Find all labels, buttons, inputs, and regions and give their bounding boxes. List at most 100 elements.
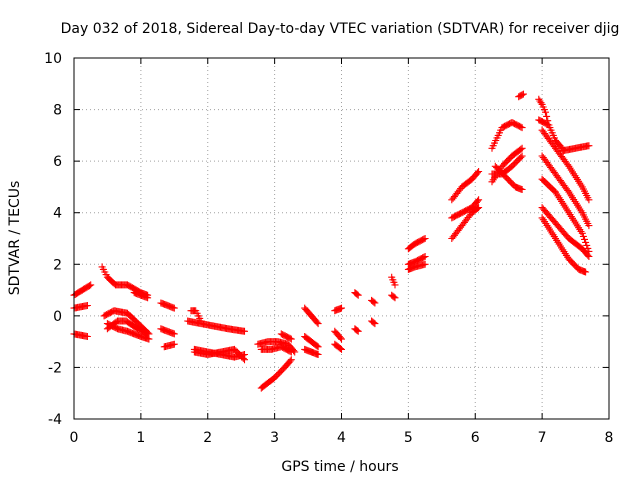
data-point (86, 282, 93, 290)
data-point (314, 351, 322, 358)
data-track (100, 307, 153, 338)
data-track (368, 317, 379, 328)
data-track (160, 340, 178, 351)
data-track (301, 345, 322, 358)
data-track (331, 304, 345, 315)
y-tick-label: 4 (53, 206, 62, 222)
x-axis-label: GPS time / hours (281, 459, 398, 475)
data-track (535, 116, 566, 152)
data-point (518, 144, 526, 152)
data-point (475, 196, 483, 204)
data-point (391, 281, 399, 289)
data-track (388, 273, 399, 289)
x-tick-label: 8 (605, 430, 614, 446)
data-track (351, 289, 362, 299)
data-point (391, 294, 399, 302)
y-tick-labels: -4 -2 0 2 4 6 8 10 (44, 51, 62, 428)
data-track (488, 119, 526, 152)
data-track (184, 317, 248, 335)
data-point (338, 345, 345, 353)
data-point (537, 99, 545, 107)
data-point (519, 90, 527, 98)
data-point (582, 238, 590, 246)
y-tick-label: -2 (48, 360, 62, 376)
data-point (474, 197, 481, 205)
data-track (448, 196, 483, 222)
plot-frame (73, 57, 610, 420)
data-point (585, 253, 593, 260)
data-point (371, 299, 379, 307)
data-point (581, 235, 588, 243)
data-point (475, 204, 483, 212)
data-track (70, 330, 91, 340)
data-point (585, 142, 593, 150)
data-track (331, 340, 345, 353)
data-point (170, 340, 178, 348)
data-point (584, 251, 592, 259)
data-point (371, 320, 379, 328)
data-point (583, 241, 591, 249)
data-track (491, 162, 526, 193)
data-point (582, 268, 590, 276)
data-track (130, 289, 152, 302)
x-tick-label: 3 (270, 430, 279, 446)
data-point (518, 124, 526, 132)
data-point (474, 204, 481, 212)
data-point (421, 235, 429, 242)
data-point (314, 343, 322, 351)
data-point (287, 335, 295, 343)
data-track (187, 307, 205, 325)
x-tick-label: 2 (203, 430, 212, 446)
data-track (331, 327, 345, 343)
data-track (257, 356, 295, 392)
data-point (338, 335, 345, 343)
grid-lines (74, 58, 609, 419)
data-point (585, 196, 593, 204)
x-tick-label: 6 (471, 430, 480, 446)
data-point (543, 112, 551, 120)
data-point (542, 108, 549, 116)
data-point (338, 304, 345, 312)
data-point (170, 330, 178, 338)
data-point (286, 334, 294, 342)
data-point (557, 143, 565, 151)
data-point (287, 348, 295, 356)
data-track (157, 299, 178, 312)
data-point (286, 347, 294, 355)
data-point (314, 320, 322, 328)
data-point (517, 123, 525, 131)
data-point (578, 229, 586, 237)
data-point (145, 335, 153, 343)
data-track (98, 263, 152, 299)
data-track (538, 152, 593, 230)
data-track (538, 175, 593, 255)
data-point (518, 152, 526, 160)
data-track (448, 168, 483, 204)
data-point (83, 333, 91, 340)
data-point (370, 319, 378, 327)
x-tick-label: 1 (136, 430, 145, 446)
data-point (564, 186, 572, 194)
data-point (518, 186, 526, 193)
data-point (354, 291, 362, 299)
data-point (421, 253, 429, 260)
data-point (420, 235, 428, 243)
data-track (448, 204, 483, 242)
y-tick-label: 8 (53, 103, 62, 119)
data-point (87, 281, 95, 289)
y-tick-label: -4 (48, 412, 62, 428)
data-point (287, 356, 295, 364)
data-point (517, 153, 525, 161)
data-point (518, 91, 526, 99)
data-point (241, 356, 248, 364)
data-point (585, 222, 593, 230)
data-point (354, 327, 362, 335)
data-track (157, 325, 178, 338)
data-point (286, 357, 294, 365)
data-point (336, 345, 344, 352)
x-tick-label: 4 (337, 430, 346, 446)
data-track (538, 204, 593, 260)
data-track (190, 345, 248, 364)
data-track (301, 333, 322, 351)
